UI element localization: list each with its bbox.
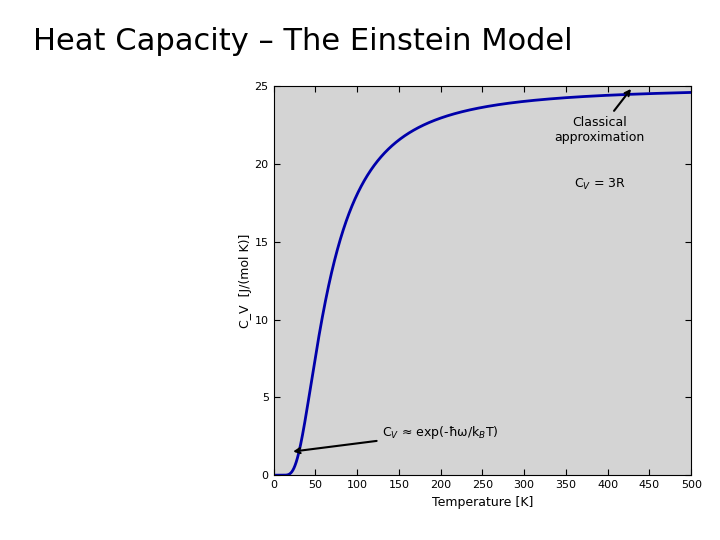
X-axis label: Temperature [K]: Temperature [K] bbox=[432, 496, 533, 509]
Text: C$_V$ = 3R: C$_V$ = 3R bbox=[574, 177, 625, 192]
Text: C$_V$ ≈ exp(-ħω/k$_B$T): C$_V$ ≈ exp(-ħω/k$_B$T) bbox=[295, 424, 499, 453]
Text: Heat Capacity – The Einstein Model: Heat Capacity – The Einstein Model bbox=[32, 27, 572, 56]
Text: Classical
approximation: Classical approximation bbox=[554, 91, 644, 144]
Y-axis label: C_V  [J/(mol K)]: C_V [J/(mol K)] bbox=[239, 234, 252, 328]
